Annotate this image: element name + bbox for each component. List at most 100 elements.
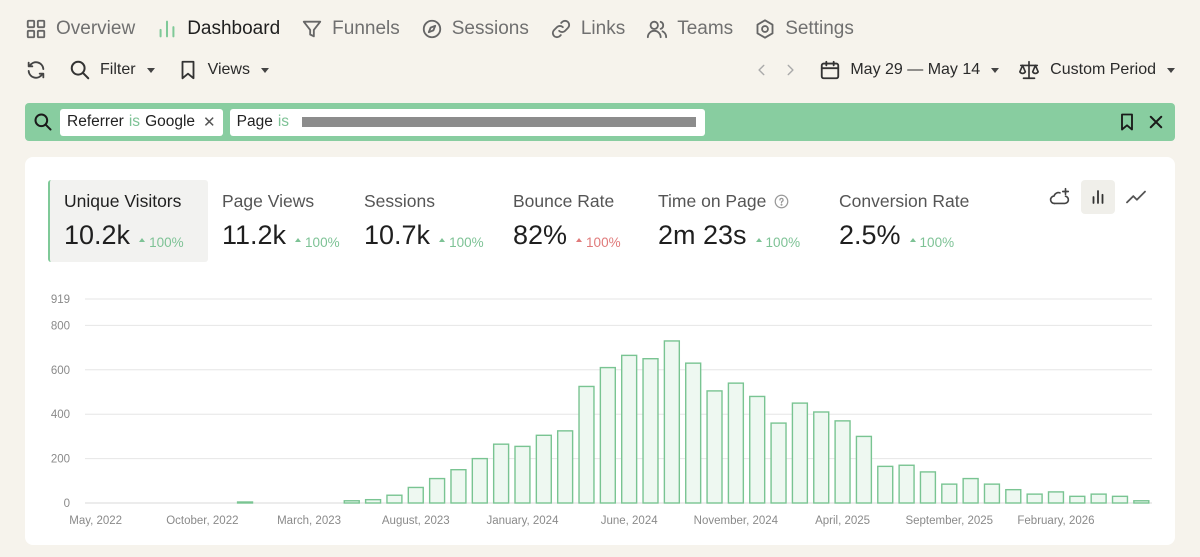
trend-up-icon xyxy=(909,238,916,242)
chevron-right-icon xyxy=(787,64,794,76)
x-tick-label: February, 2026 xyxy=(1017,515,1094,527)
bar xyxy=(599,366,616,504)
refresh-button[interactable] xyxy=(25,59,47,81)
metric-tab-time-on-page[interactable]: Time on Page 2m 23s 100% xyxy=(644,180,825,262)
nav-item-dashboard[interactable]: Dashboard xyxy=(156,18,280,40)
analytics-card: Unique Visitors 10.2k 100% Page Views 11.2k 1… xyxy=(25,157,1175,545)
filter-chip-page[interactable]: Page is xyxy=(229,108,705,136)
bar xyxy=(428,477,446,504)
metric-tab-page-views[interactable]: Page Views 11.2k 100% xyxy=(208,180,350,262)
y-tick-label: 800 xyxy=(51,320,70,332)
nav-item-overview[interactable]: Overview xyxy=(25,18,135,40)
visitors-bar-chart: 0 200 400 600 800 919 May, 2022 October, 2022 Ma… xyxy=(51,294,1152,527)
gear-icon xyxy=(754,18,776,40)
metric-tab-bounce-rate[interactable]: Bounce Rate 82% 100% xyxy=(499,180,644,262)
save-view-button[interactable] xyxy=(1117,111,1137,133)
bar xyxy=(1111,495,1129,504)
compare-period-picker[interactable]: Custom Period xyxy=(1017,59,1175,81)
trend-up-icon xyxy=(139,238,146,242)
views-button[interactable]: Views xyxy=(177,59,269,81)
add-annotation-button[interactable] xyxy=(1043,180,1077,214)
bar xyxy=(1047,491,1065,504)
x-tick-label: October, 2022 xyxy=(166,515,238,527)
cloud-plus-icon xyxy=(1049,187,1070,205)
metric-value: 11.2k xyxy=(222,220,287,250)
bar xyxy=(1069,495,1086,504)
next-period-button[interactable] xyxy=(779,59,801,81)
metric-label: Conversion Rate xyxy=(839,191,970,211)
date-range-picker[interactable]: May 29 — May 14 xyxy=(819,59,1000,81)
clear-filters-button[interactable] xyxy=(1147,113,1165,131)
nav-item-label: Funnels xyxy=(332,18,400,39)
x-tick-label: June, 2024 xyxy=(601,515,659,527)
bar xyxy=(1090,493,1107,504)
trend-up-icon xyxy=(755,238,762,242)
x-tick-label: September, 2025 xyxy=(905,515,993,527)
x-tick-label: August, 2023 xyxy=(382,515,450,527)
bar xyxy=(621,354,638,504)
nav-item-funnels[interactable]: Funnels xyxy=(301,18,400,40)
trend-up-icon xyxy=(439,238,446,242)
bar xyxy=(642,358,659,504)
metric-tab-unique-visitors[interactable]: Unique Visitors 10.2k 100% xyxy=(48,180,208,262)
bar xyxy=(813,411,830,504)
funnel-icon xyxy=(301,18,323,40)
y-tick-label: 600 xyxy=(51,365,70,377)
line-chart-icon xyxy=(1126,190,1146,204)
nav-item-settings[interactable]: Settings xyxy=(754,18,854,40)
line-chart-toggle[interactable] xyxy=(1119,180,1153,214)
bar xyxy=(236,501,254,504)
nav-item-label: Sessions xyxy=(451,18,529,39)
users-icon xyxy=(646,18,668,40)
bar-chart-toggle[interactable] xyxy=(1081,180,1115,214)
chevron-down-icon xyxy=(1167,67,1175,73)
metric-delta-value: 100% xyxy=(305,234,340,250)
metric-label: Bounce Rate xyxy=(513,191,615,211)
filter-button[interactable]: Filter xyxy=(69,59,155,81)
help-icon[interactable] xyxy=(774,194,789,209)
grid-icon xyxy=(25,18,47,40)
x-tick-label: March, 2023 xyxy=(277,515,341,527)
x-tick-label: April, 2025 xyxy=(815,515,870,527)
bar xyxy=(663,340,681,504)
nav-item-label: Overview xyxy=(56,18,136,39)
bar xyxy=(492,443,510,504)
bar xyxy=(855,435,873,504)
link-icon xyxy=(550,18,572,40)
metric-label: Page Views xyxy=(222,191,315,211)
metric-tab-conversion-rate[interactable]: Conversion Rate 2.5% 100% xyxy=(825,180,985,262)
redacted-filter-value[interactable] xyxy=(302,117,697,127)
calendar-icon xyxy=(819,59,841,81)
filter-bar: Referrer is Google ✕ Page is xyxy=(25,103,1175,141)
metric-label: Unique Visitors xyxy=(64,191,182,211)
bar xyxy=(1005,488,1022,504)
refresh-icon xyxy=(25,59,47,81)
bar xyxy=(514,445,531,504)
scale-icon xyxy=(1017,59,1041,81)
bar xyxy=(791,402,809,504)
date-range-label: May 29 — May 14 xyxy=(850,61,981,78)
bar xyxy=(578,385,595,504)
bar xyxy=(749,395,766,504)
metric-tab-sessions[interactable]: Sessions 10.7k 100% xyxy=(350,180,499,262)
bar xyxy=(727,382,745,504)
metric-label: Time on Page xyxy=(658,191,767,211)
nav-item-sessions[interactable]: Sessions xyxy=(421,18,529,40)
nav-item-teams[interactable]: Teams xyxy=(646,18,733,40)
previous-period-button[interactable] xyxy=(751,59,773,81)
bar xyxy=(941,483,958,504)
search-icon xyxy=(33,112,53,132)
close-icon xyxy=(1149,115,1163,129)
metric-delta-value: 100% xyxy=(149,234,184,250)
metric-delta-value: 100% xyxy=(919,234,955,250)
nav-item-links[interactable]: Links xyxy=(550,18,625,40)
filter-chip-referrer[interactable]: Referrer is Google ✕ xyxy=(60,108,223,136)
y-tick-label: 400 xyxy=(51,409,70,421)
metric-delta-value: 100% xyxy=(586,234,621,250)
bar xyxy=(770,422,787,504)
metric-delta: 100% xyxy=(909,234,955,250)
metric-delta-value: 100% xyxy=(449,234,484,250)
remove-filter-icon[interactable]: ✕ xyxy=(203,114,216,131)
metric-value: 2.5% xyxy=(839,220,901,250)
filter-label: Filter xyxy=(100,61,136,78)
